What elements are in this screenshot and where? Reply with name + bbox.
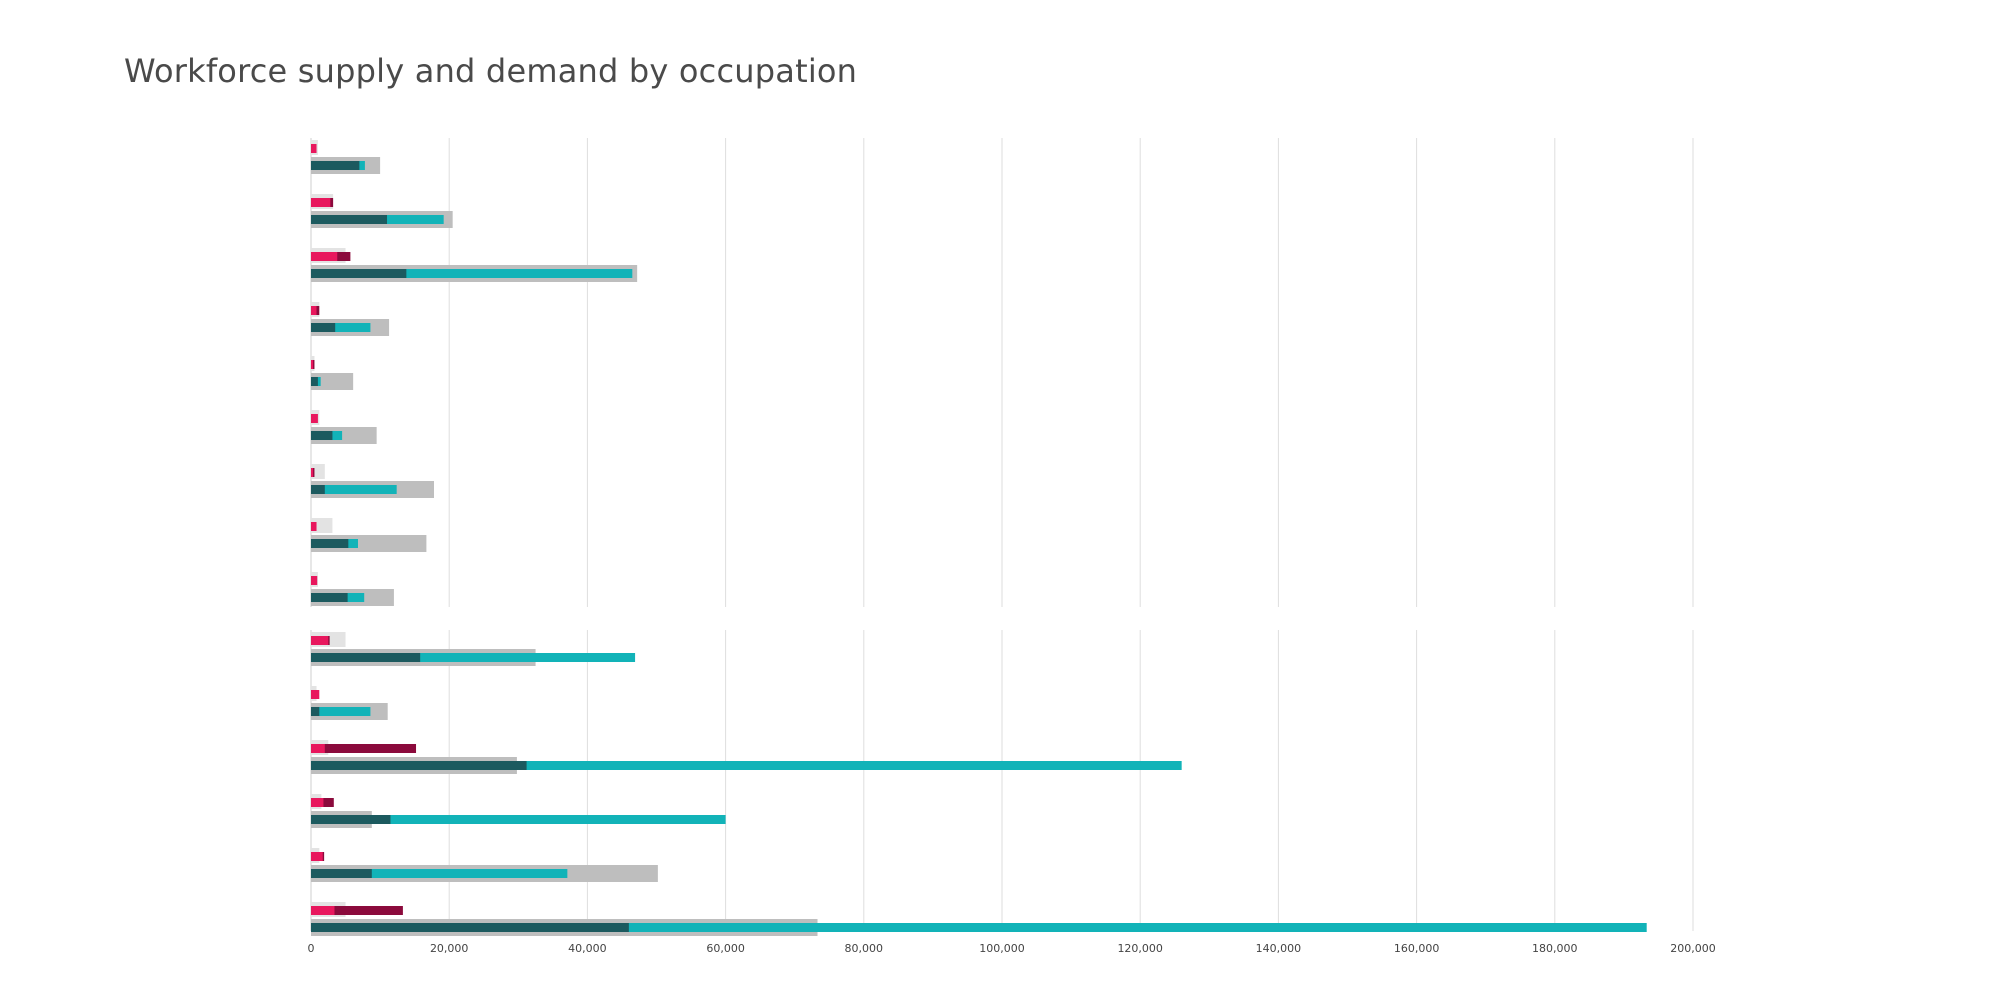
x-tick-label: 20,000 xyxy=(430,942,469,955)
bar-lower-dark-teal xyxy=(311,431,333,440)
x-axis: 0 20,000 40,000 60,000 80,000 100,000 120,000 1… xyxy=(308,942,1716,955)
bar-lower-dark-teal xyxy=(311,923,629,932)
x-tick-label: 120,000 xyxy=(1117,942,1163,955)
bar-lower-dark-teal xyxy=(311,377,318,386)
bar-lower-dark-teal xyxy=(311,707,320,716)
bar-group xyxy=(311,302,390,336)
bar-group xyxy=(311,356,354,390)
bar-lower-teal xyxy=(311,323,371,332)
bar-lower-dark-teal xyxy=(311,323,336,332)
bar-group xyxy=(311,194,453,228)
bar-upper-crimson xyxy=(311,906,403,915)
bar-group xyxy=(311,902,1647,936)
chart-title: Workforce supply and demand by occupatio… xyxy=(124,52,858,90)
bar-upper-pink xyxy=(311,306,317,315)
bar-lower-teal xyxy=(311,707,371,716)
bar-upper-pink xyxy=(311,690,320,699)
bar-lower-teal xyxy=(311,869,568,878)
bar-upper-crimson xyxy=(311,744,417,753)
bar-lower-dark-teal xyxy=(311,761,527,770)
bar-upper-pink xyxy=(311,576,318,585)
gridlines xyxy=(310,138,1694,931)
x-tick-label: 140,000 xyxy=(1256,942,1302,955)
bar-lower-dark-teal xyxy=(311,653,421,662)
bar-upper-pink xyxy=(311,360,314,369)
bar-upper-pink xyxy=(311,144,317,153)
bar-upper-pink xyxy=(311,252,338,261)
bar-lower-dark-teal xyxy=(311,593,348,602)
bar-upper-pink xyxy=(311,414,318,423)
bar-group xyxy=(311,848,658,882)
bar-lower-dark-teal xyxy=(311,269,407,278)
bar-lower-teal xyxy=(311,815,726,824)
bar-lower-dark-teal xyxy=(311,485,325,494)
bar-lower-teal xyxy=(311,269,633,278)
bar-lower-dark-teal xyxy=(311,539,349,548)
x-tick-label: 160,000 xyxy=(1394,942,1440,955)
bar-group xyxy=(311,686,388,720)
bar-group xyxy=(311,572,394,606)
bar-upper-pink xyxy=(311,798,324,807)
bar-group xyxy=(311,518,427,552)
bar-marks xyxy=(311,140,1647,936)
bar-upper-pink xyxy=(311,906,335,915)
bar-lower-teal xyxy=(311,761,1182,770)
bar-lower-dark-teal xyxy=(311,161,360,170)
bar-upper-background xyxy=(311,464,325,479)
x-tick-label: 180,000 xyxy=(1532,942,1578,955)
bar-lower-dark-teal xyxy=(311,869,372,878)
bar-group xyxy=(311,794,726,828)
bar-lower-background xyxy=(311,373,354,390)
bar-group xyxy=(311,740,1182,774)
bar-group xyxy=(311,464,434,498)
x-tick-label: 200,000 xyxy=(1670,942,1716,955)
bar-group xyxy=(311,632,636,666)
bar-upper-pink xyxy=(311,852,323,861)
x-tick-label: 100,000 xyxy=(979,942,1025,955)
bar-group xyxy=(311,140,381,174)
bar-upper-pink xyxy=(311,468,314,477)
bar-upper-pink xyxy=(311,744,325,753)
x-tick-label: 0 xyxy=(308,942,315,955)
x-tick-label: 40,000 xyxy=(568,942,607,955)
x-tick-label: 60,000 xyxy=(706,942,745,955)
bar-lower-teal xyxy=(311,923,1647,932)
bar-group xyxy=(311,248,638,282)
bar-upper-pink xyxy=(311,636,329,645)
bar-lower-dark-teal xyxy=(311,215,388,224)
bar-lower-teal xyxy=(311,485,397,494)
bar-lower-teal xyxy=(311,653,636,662)
bar-upper-pink xyxy=(311,522,317,531)
bar-upper-pink xyxy=(311,198,331,207)
bar-lower-dark-teal xyxy=(311,815,391,824)
bar-group xyxy=(311,410,377,444)
x-tick-label: 80,000 xyxy=(845,942,884,955)
